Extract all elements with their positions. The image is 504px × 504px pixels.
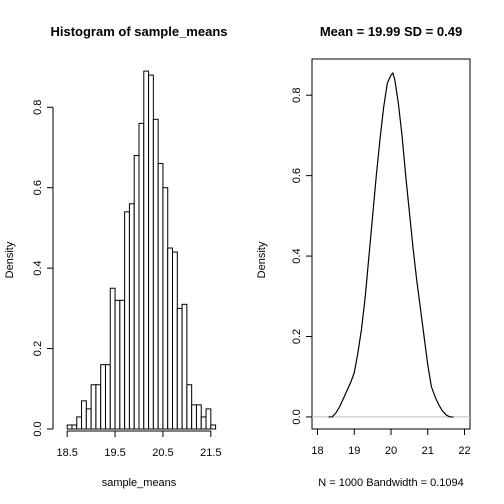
histogram-bar	[162, 187, 169, 430]
histogram-x-tick-label: 20.5	[152, 447, 173, 459]
density-y-tick-label: 0.6	[291, 168, 303, 183]
density-x-tick-label: 22	[458, 445, 470, 457]
density-title: Mean = 19.99 SD = 0.49	[320, 24, 462, 39]
histogram-bar	[71, 424, 78, 430]
histogram-y-tick-label: 0.6	[32, 180, 44, 195]
density-y-tick-label: 0.0	[291, 409, 303, 424]
density-curve	[328, 71, 454, 418]
histogram-bar	[205, 408, 212, 430]
histogram-x-axis-label: sample_means	[102, 477, 177, 489]
histogram-bar	[119, 299, 126, 430]
density-x-tick-label: 21	[422, 445, 434, 457]
density-caption: N = 1000 Bandwidth = 0.1094	[318, 477, 464, 489]
histogram-y-axis: 0.0 0.2 0.4 0.6 0.8	[32, 100, 54, 437]
density-y-tick-label: 0.8	[291, 88, 303, 103]
histogram-y-axis-label: Density	[4, 241, 16, 278]
density-y-axis-label: Density	[256, 241, 268, 278]
histogram-bar	[95, 384, 102, 430]
histogram-y-tick-label: 0.2	[32, 341, 44, 356]
histogram-panel: Histogram of sample_means Density sample…	[4, 24, 228, 489]
histogram-bar	[210, 424, 217, 430]
density-x-axis: 18 19 20 21 22	[311, 429, 471, 457]
histogram-bar	[76, 416, 83, 430]
histogram-bar	[109, 287, 116, 430]
density-panel: Mean = 19.99 SD = 0.49 Density N = 1000 …	[256, 24, 471, 489]
histogram-x-tick-label: 18.5	[56, 447, 77, 459]
histogram-bar	[143, 70, 150, 430]
histogram-bar	[200, 416, 207, 430]
histogram-bar	[176, 307, 183, 430]
histogram-y-tick-label: 0.8	[32, 100, 44, 115]
histogram-x-tick-label: 19.5	[104, 447, 125, 459]
density-y-tick-label: 0.2	[291, 329, 303, 344]
histogram-bar	[167, 247, 174, 430]
histogram-bar	[152, 118, 159, 430]
histogram-bar	[186, 384, 193, 430]
histogram-y-tick-label: 0.4	[32, 260, 44, 275]
histogram-bar	[181, 303, 188, 430]
histogram-bar	[157, 163, 164, 430]
histogram-bars	[66, 70, 217, 430]
histogram-bar	[191, 404, 197, 430]
density-plot-box	[311, 58, 471, 430]
density-x-tick-label: 19	[348, 445, 360, 457]
density-x-tick-label: 18	[311, 445, 323, 457]
histogram-bar	[124, 211, 130, 430]
histogram-bar	[81, 400, 87, 430]
histogram-bar	[195, 404, 202, 430]
histogram-bar	[138, 122, 145, 430]
density-x-tick-label: 20	[385, 445, 397, 457]
histogram-bar	[85, 408, 92, 430]
histogram-bar	[66, 424, 73, 430]
histogram-title: Histogram of sample_means	[50, 24, 227, 39]
histogram-x-tick-label: 21.5	[200, 447, 221, 459]
histogram-y-tick-label: 0.0	[32, 421, 44, 436]
density-y-tick-label: 0.4	[291, 248, 303, 263]
density-y-axis: 0.0 0.2 0.4 0.6 0.8	[291, 88, 312, 425]
histogram-bar	[148, 74, 154, 430]
histogram-bar	[172, 251, 178, 430]
histogram-bar	[133, 155, 140, 430]
histogram-x-axis: 18.5 19.5 20.5 21.5	[56, 430, 222, 459]
histogram-bar	[100, 364, 106, 430]
histogram-bar	[90, 384, 97, 430]
histogram-bar	[104, 364, 111, 430]
histogram-bar	[114, 299, 121, 430]
histogram-bar	[128, 203, 135, 430]
